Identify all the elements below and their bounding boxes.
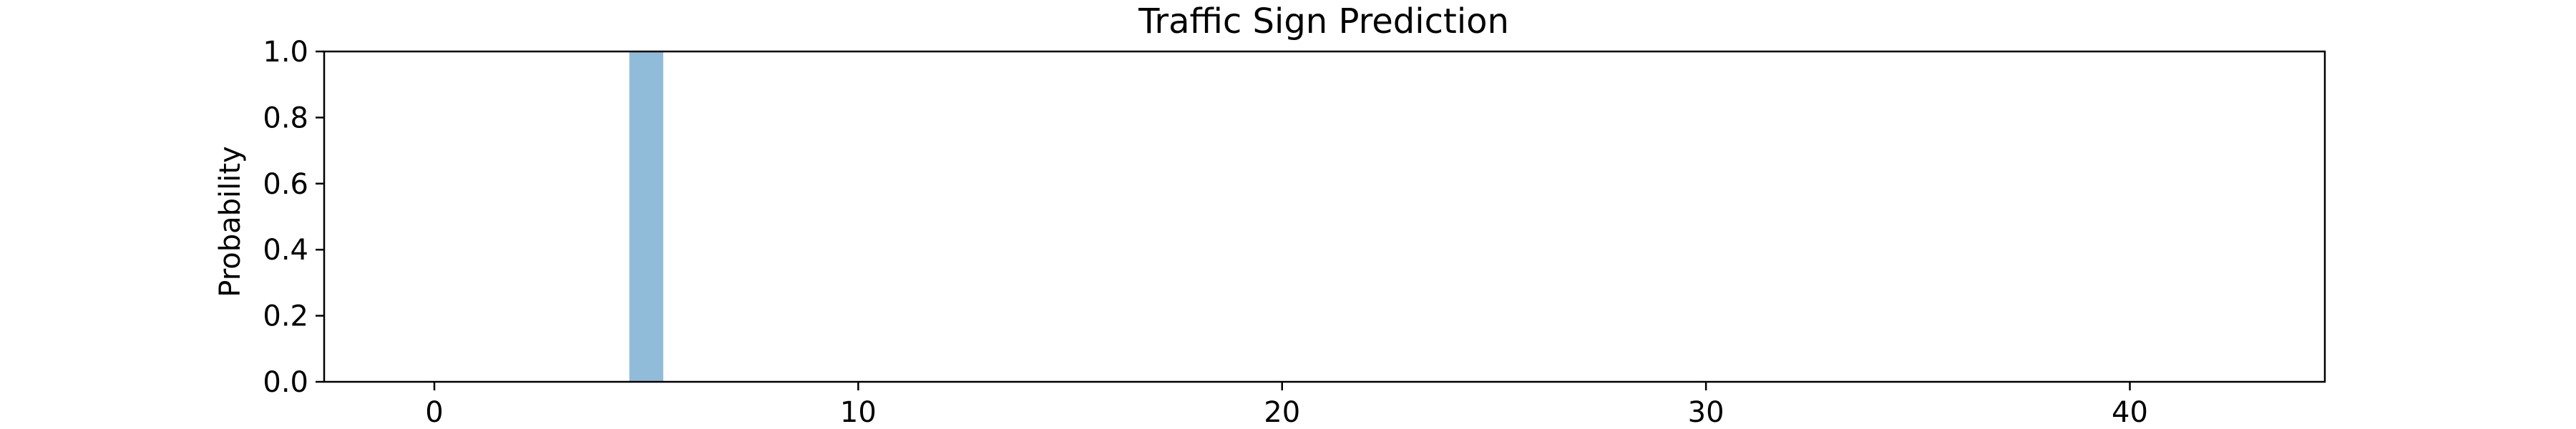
x-tick-label: 20 bbox=[1264, 396, 1300, 429]
y-axis-ticks: 0.0 0.2 0.4 0.6 0.8 1.0 bbox=[263, 36, 324, 399]
chart-title: Traffic Sign Prediction bbox=[1138, 1, 1509, 41]
y-tick-label: 1.0 bbox=[263, 36, 308, 69]
y-tick-label: 0.4 bbox=[263, 234, 308, 267]
y-axis-label: Probability bbox=[214, 146, 247, 297]
x-axis-ticks: 0 10 20 30 40 bbox=[425, 382, 2148, 429]
plot-frame bbox=[323, 50, 2326, 383]
x-tick-label: 0 bbox=[425, 396, 443, 429]
y-tick-label: 0.0 bbox=[263, 366, 308, 399]
y-tick-label: 0.6 bbox=[263, 168, 308, 201]
y-tick-label: 0.2 bbox=[263, 300, 308, 333]
x-tick-label: 40 bbox=[2112, 396, 2148, 429]
bars bbox=[629, 51, 663, 382]
y-tick-label: 0.8 bbox=[263, 102, 308, 134]
x-tick-label: 10 bbox=[840, 396, 877, 429]
x-tick-label: 30 bbox=[1688, 396, 1724, 429]
bar bbox=[629, 51, 663, 382]
